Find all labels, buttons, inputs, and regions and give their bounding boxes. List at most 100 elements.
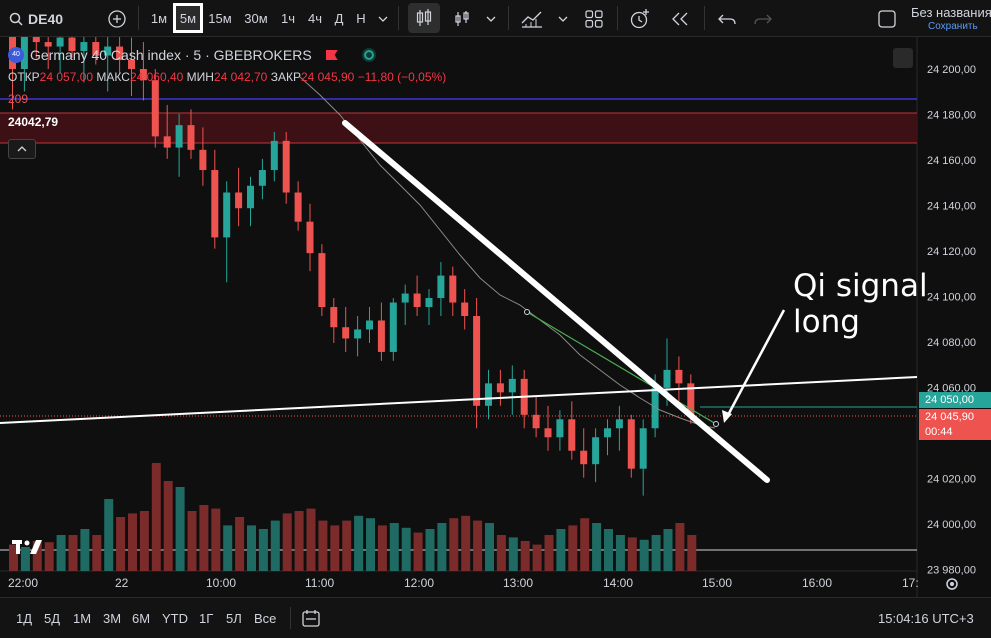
chevron-up-icon <box>17 146 27 152</box>
indicators-icon[interactable] <box>520 0 544 37</box>
chevron-down-icon[interactable] <box>556 0 570 37</box>
volume-bar <box>354 515 364 571</box>
range-1d[interactable]: 1Д <box>16 610 33 626</box>
range-3m[interactable]: 3М <box>103 610 122 626</box>
volume-bar <box>258 529 268 571</box>
range-all[interactable]: Все <box>254 610 277 626</box>
layout-grid-icon[interactable] <box>583 0 605 37</box>
bar-style-icon[interactable] <box>452 0 472 37</box>
sma-line <box>299 76 716 429</box>
candle-body <box>20 37 28 69</box>
descending-trendline[interactable] <box>342 120 770 483</box>
candles-series <box>9 37 695 496</box>
alert-clock-icon[interactable] <box>628 0 652 37</box>
symbol-badge-icon: 40 <box>8 47 24 63</box>
settings-gear-icon[interactable] <box>944 576 960 592</box>
price-chart[interactable]: 24 200,00 24 180,00 24 160,00 24 140,00 24 1… <box>0 37 991 597</box>
range-1m[interactable]: 1М <box>73 610 92 626</box>
candle-body <box>354 329 362 339</box>
undo-icon[interactable] <box>716 0 738 37</box>
close-label: ЗАКР <box>270 70 301 84</box>
volume-bar <box>592 523 602 571</box>
timeframe-4h[interactable]: 4ч <box>307 11 322 26</box>
volume-bar <box>139 511 149 571</box>
timeframe-5m[interactable]: 5м <box>173 3 203 33</box>
candle-body <box>377 320 385 352</box>
candle-body <box>473 316 481 406</box>
volume-bar <box>282 513 292 571</box>
compare-add-icon[interactable] <box>106 0 128 37</box>
flag-icon <box>325 50 338 60</box>
candle-body <box>544 428 552 438</box>
volume-bar <box>104 499 114 571</box>
candle-body <box>485 383 492 406</box>
range-5d[interactable]: 5Д <box>44 610 61 626</box>
annotation-line2: long <box>793 304 860 340</box>
candle-body <box>68 37 76 52</box>
volume-bar <box>485 523 494 571</box>
timeframe-week[interactable]: Н <box>356 11 366 26</box>
symbol-search[interactable]: DE40 <box>28 10 64 27</box>
timeframe-1m[interactable]: 1м <box>150 11 168 26</box>
bar-countdown: 00:44 <box>925 426 953 438</box>
candle-body <box>508 378 516 393</box>
price-axis-label: 24 140,00 <box>927 201 976 213</box>
volume-bar <box>377 525 387 571</box>
price-axis[interactable] <box>917 37 991 597</box>
range-ytd[interactable]: YTD <box>162 610 188 626</box>
candle-body <box>663 369 671 388</box>
divider <box>290 607 291 629</box>
candle-body <box>139 69 147 81</box>
chevron-down-icon[interactable] <box>484 0 498 37</box>
price-axis-label: 24 180,00 <box>927 110 976 122</box>
volume-bar <box>580 518 590 571</box>
candles-icon[interactable] <box>408 3 440 33</box>
settings-scroll-button[interactable] <box>893 48 913 68</box>
calendar-range-icon[interactable] <box>302 598 320 638</box>
zone-price-label: 24042,79 <box>8 115 59 129</box>
timeframe-30m[interactable]: 30м <box>244 11 268 26</box>
price-axis-label: 24 020,00 <box>927 474 976 486</box>
candle-body <box>199 149 207 171</box>
candle-body <box>270 140 278 171</box>
volume-bar <box>342 520 352 571</box>
checkbox-icon[interactable] <box>876 0 898 37</box>
chevron-down-icon[interactable] <box>376 0 390 37</box>
volume-bar <box>56 535 66 571</box>
redo-icon[interactable] <box>752 0 774 37</box>
collapse-legend-button[interactable] <box>8 139 36 159</box>
support-trendline[interactable] <box>0 376 918 424</box>
last-price-value: 24 045,90 <box>925 411 974 423</box>
volume-bar <box>615 535 625 571</box>
timeframe-15m[interactable]: 15м <box>208 11 232 26</box>
timeframe-day[interactable]: Д <box>334 11 344 26</box>
candle-body <box>366 320 373 330</box>
save-status[interactable]: Сохранить <box>928 21 978 32</box>
volume-bar <box>187 511 197 571</box>
volume-bar <box>44 542 54 571</box>
volume-bar <box>211 508 221 571</box>
replay-icon[interactable] <box>668 0 692 37</box>
search-icon[interactable] <box>8 0 24 37</box>
range-5y[interactable]: 5Л <box>226 610 242 626</box>
ohlc-values: ОТКР24 057,00 МАКС24 060,40 МИН24 042,70… <box>8 70 446 84</box>
price-axis-label: 23 980,00 <box>927 565 976 577</box>
layout-name[interactable]: Без названия <box>911 5 991 20</box>
divider <box>617 6 618 30</box>
volume-bar <box>294 511 304 571</box>
candle-body <box>294 192 302 222</box>
candle-body <box>151 80 159 137</box>
volume-bar <box>235 517 245 571</box>
range-1y[interactable]: 1Г <box>199 610 214 626</box>
range-6m[interactable]: 6М <box>132 610 151 626</box>
timeframe-1h[interactable]: 1ч <box>280 11 295 26</box>
candle-body <box>568 419 576 451</box>
price-axis-label: 24 080,00 <box>927 337 976 349</box>
legend-title[interactable]: Germany 40 Cash index · 5 · GBEBROKERS <box>30 47 312 63</box>
annotation-text[interactable]: Qi signal long <box>793 268 928 340</box>
volume-bar <box>508 537 518 571</box>
tradingview-logo[interactable] <box>12 538 44 560</box>
clock-timezone[interactable]: 15:04:16 UTC+3 <box>878 610 974 626</box>
high-value: 24 060,40 <box>129 70 184 84</box>
candle-body <box>532 414 540 429</box>
